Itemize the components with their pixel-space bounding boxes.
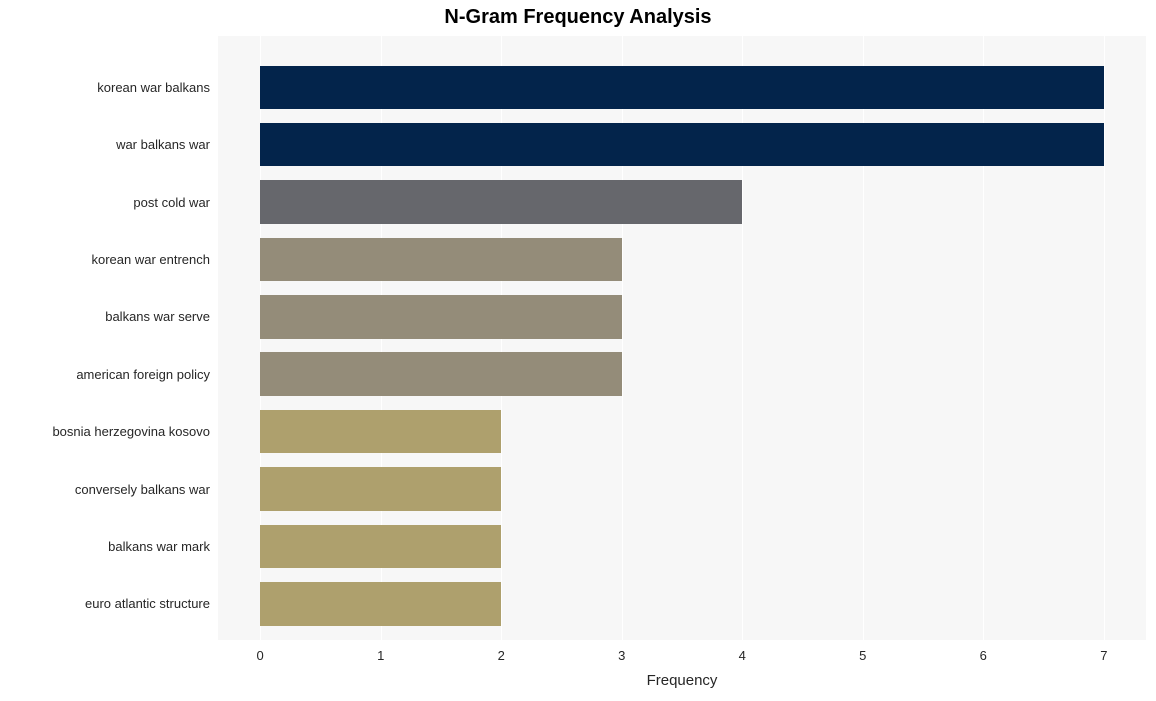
gridline (1104, 36, 1105, 640)
bar (260, 238, 622, 281)
y-tick-label: balkans war mark (108, 539, 218, 554)
x-tick-label: 3 (618, 648, 625, 663)
y-tick-label: euro atlantic structure (85, 596, 218, 611)
bar (260, 467, 501, 510)
y-tick-label: american foreign policy (76, 367, 218, 382)
y-tick-label: balkans war serve (105, 309, 218, 324)
x-tick-label: 2 (498, 648, 505, 663)
bar (260, 525, 501, 568)
y-tick-label: post cold war (133, 195, 218, 210)
x-axis-label: Frequency (218, 672, 1146, 689)
y-tick-label: korean war entrench (91, 252, 218, 267)
x-tick-label: 7 (1100, 648, 1107, 663)
bar (260, 582, 501, 625)
plot-area: korean war balkanswar balkans warpost co… (218, 36, 1146, 640)
bar (260, 352, 622, 395)
x-tick-label: 5 (859, 648, 866, 663)
chart-container: N-Gram Frequency Analysis korean war bal… (0, 0, 1156, 701)
x-tick-label: 6 (980, 648, 987, 663)
y-tick-label: war balkans war (116, 137, 218, 152)
bar (260, 180, 742, 223)
chart-title: N-Gram Frequency Analysis (0, 6, 1156, 29)
bar (260, 410, 501, 453)
x-tick-label: 4 (739, 648, 746, 663)
bar (260, 295, 622, 338)
y-tick-label: korean war balkans (97, 80, 218, 95)
y-tick-label: conversely balkans war (75, 482, 218, 497)
bar (260, 66, 1104, 109)
x-tick-label: 1 (377, 648, 384, 663)
y-tick-label: bosnia herzegovina kosovo (52, 424, 218, 439)
x-tick-label: 0 (257, 648, 264, 663)
bar (260, 123, 1104, 166)
